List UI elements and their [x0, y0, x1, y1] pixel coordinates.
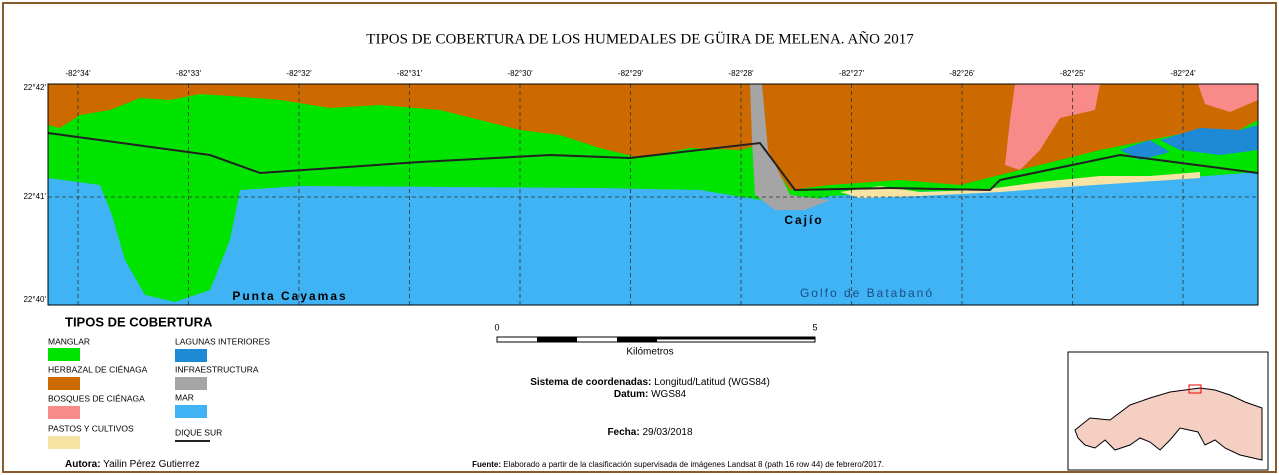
place-label: Cajío: [784, 213, 823, 227]
longitude-label: -82°31': [397, 69, 423, 78]
source: Fuente: Elaborado a partir de la clasifi…: [472, 460, 884, 469]
longitude-label: -82°33': [176, 69, 202, 78]
longitude-label: -82°30': [507, 69, 533, 78]
place-label: Golfo de Batabanó: [800, 286, 934, 300]
legend-label: BOSQUES DE CIÉNAGA: [48, 393, 145, 403]
scale-segment: [537, 337, 577, 342]
coordinate-system: Sistema de coordenadas: Longitud/Latitud…: [530, 377, 770, 388]
latitude-label: 22°42': [23, 83, 46, 92]
scale-segment: [656, 337, 815, 340]
legend-label: PASTOS Y CULTIVOS: [48, 423, 134, 433]
legend-swatch: [48, 406, 80, 419]
longitude-label: -82°27': [839, 69, 865, 78]
scale-segment: [617, 337, 657, 342]
longitude-label: -82°26': [949, 69, 975, 78]
legend-swatch: [48, 377, 80, 390]
longitude-label: -82°32': [286, 69, 312, 78]
legend-label: MANGLAR: [48, 336, 90, 346]
scale-unit: Kilómetros: [626, 347, 673, 358]
legend-swatch: [175, 405, 207, 418]
author: Autora: Yailin Pérez Gutierrez: [65, 459, 200, 470]
place-label: Punta Cayamas: [232, 289, 347, 303]
legend-swatch: [48, 436, 80, 449]
legend-label: HERBAZAL DE CIÉNAGA: [48, 364, 148, 374]
legend-label: INFRAESTRUCTURA: [175, 364, 259, 374]
legend: MANGLAR HERBAZAL DE CIÉNAGA BOSQUES DE C…: [48, 336, 270, 449]
map-page: TIPOS DE COBERTURA DE LOS HUMEDALES DE G…: [0, 0, 1279, 475]
scale-end: 5: [812, 322, 817, 332]
datum: Datum: WGS84: [614, 389, 687, 400]
longitude-label: -82°29': [618, 69, 644, 78]
scale-start: 0: [494, 322, 499, 332]
legend-label: MAR: [175, 392, 194, 402]
legend-swatch: [175, 349, 207, 362]
map-frame: [48, 84, 1258, 305]
longitude-label: -82°25': [1060, 69, 1086, 78]
scale-bar: 0 5 Kilómetros: [494, 322, 817, 357]
date: Fecha: 29/03/2018: [607, 427, 693, 438]
latitude-labels: 22°42' 22°41' 22°40': [23, 83, 46, 304]
legend-title: TIPOS DE COBERTURA: [65, 314, 213, 329]
longitude-label: -82°34': [65, 69, 91, 78]
longitude-labels: -82°34' -82°33' -82°32' -82°31' -82°30' -82°2…: [65, 69, 1196, 78]
inset-map: [1068, 352, 1268, 470]
latitude-label: 22°41': [23, 192, 46, 201]
legend-swatch: [175, 377, 207, 390]
map-title: TIPOS DE COBERTURA DE LOS HUMEDALES DE G…: [366, 30, 914, 47]
legend-swatch: [48, 348, 80, 361]
longitude-label: -82°28': [728, 69, 754, 78]
legend-label: DIQUE SUR: [175, 427, 222, 437]
latitude-label: 22°40': [23, 295, 46, 304]
legend-label: LAGUNAS INTERIORES: [175, 336, 270, 346]
longitude-label: -82°24': [1170, 69, 1196, 78]
